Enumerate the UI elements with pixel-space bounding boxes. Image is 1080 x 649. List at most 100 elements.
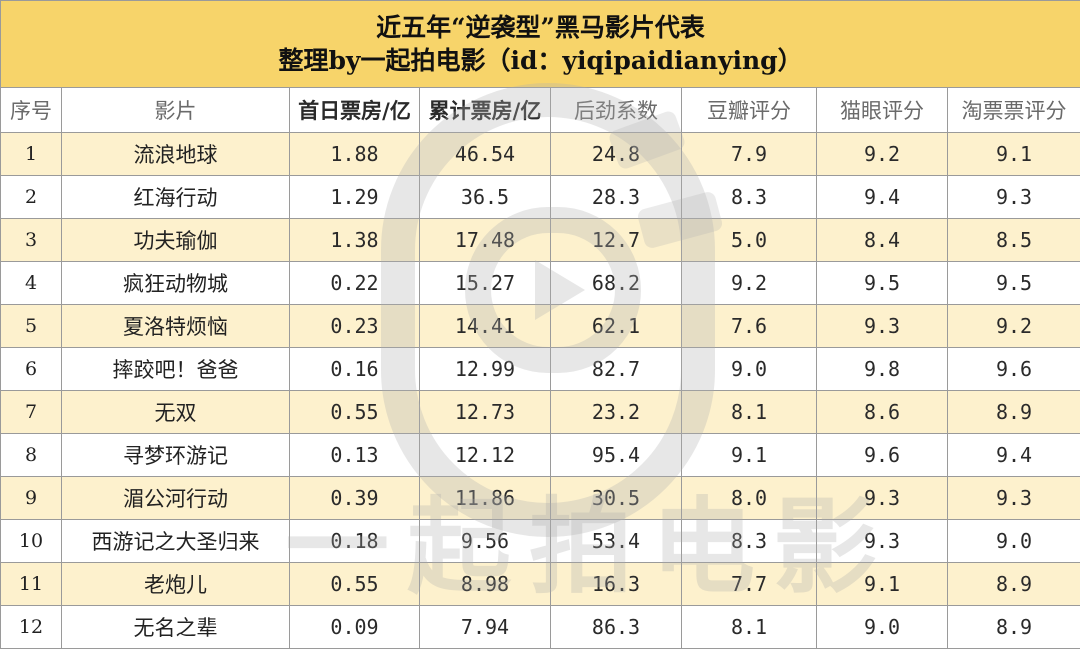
cell-douban: 8.3: [682, 176, 817, 219]
cell-index: 3: [1, 219, 62, 262]
cell-index: 2: [1, 176, 62, 219]
cell-first-day: 0.39: [290, 477, 420, 520]
cell-stamina: 28.3: [551, 176, 682, 219]
cell-total: 46.54: [420, 133, 551, 176]
cell-maoyan: 9.2: [817, 133, 948, 176]
header-douban-score: 豆瓣评分: [682, 88, 817, 133]
header-taopiaopiao-score: 淘票票评分: [948, 88, 1080, 133]
cell-douban: 8.3: [682, 520, 817, 563]
cell-total: 12.99: [420, 348, 551, 391]
cell-film: 功夫瑜伽: [62, 219, 290, 262]
cell-film: 无名之辈: [62, 606, 290, 649]
cell-film: 湄公河行动: [62, 477, 290, 520]
cell-index: 8: [1, 434, 62, 477]
cell-taopiaopiao: 9.6: [948, 348, 1080, 391]
cell-index: 7: [1, 391, 62, 434]
cell-douban: 9.1: [682, 434, 817, 477]
cell-first-day: 1.38: [290, 219, 420, 262]
cell-maoyan: 9.8: [817, 348, 948, 391]
cell-douban: 7.9: [682, 133, 817, 176]
cell-douban: 9.0: [682, 348, 817, 391]
header-stamina-ratio: 后劲系数: [551, 88, 682, 133]
cell-douban: 5.0: [682, 219, 817, 262]
cell-taopiaopiao: 9.1: [948, 133, 1080, 176]
cell-taopiaopiao: 9.3: [948, 176, 1080, 219]
cell-stamina: 30.5: [551, 477, 682, 520]
cell-first-day: 0.16: [290, 348, 420, 391]
cell-stamina: 16.3: [551, 563, 682, 606]
cell-stamina: 86.3: [551, 606, 682, 649]
cell-douban: 7.6: [682, 305, 817, 348]
cell-taopiaopiao: 9.4: [948, 434, 1080, 477]
cell-maoyan: 9.4: [817, 176, 948, 219]
cell-total: 9.56: [420, 520, 551, 563]
cell-total: 36.5: [420, 176, 551, 219]
cell-film: 老炮儿: [62, 563, 290, 606]
table-title: 近五年“逆袭型”黑马影片代表 整理by一起拍电影（id：yiqipaidiany…: [1, 1, 1080, 88]
cell-stamina: 82.7: [551, 348, 682, 391]
cell-stamina: 62.1: [551, 305, 682, 348]
cell-film: 无双: [62, 391, 290, 434]
cell-film: 寻梦环游记: [62, 434, 290, 477]
cell-maoyan: 9.6: [817, 434, 948, 477]
cell-index: 4: [1, 262, 62, 305]
cell-stamina: 24.8: [551, 133, 682, 176]
header-total-box-office: 累计票房/亿: [420, 88, 551, 133]
cell-first-day: 0.55: [290, 391, 420, 434]
cell-index: 12: [1, 606, 62, 649]
cell-maoyan: 9.5: [817, 262, 948, 305]
cell-film: 疯狂动物城: [62, 262, 290, 305]
cell-maoyan: 9.0: [817, 606, 948, 649]
cell-index: 5: [1, 305, 62, 348]
cell-maoyan: 9.3: [817, 520, 948, 563]
cell-maoyan: 8.6: [817, 391, 948, 434]
cell-taopiaopiao: 8.9: [948, 391, 1080, 434]
cell-maoyan: 9.3: [817, 477, 948, 520]
cell-film: 流浪地球: [62, 133, 290, 176]
cell-maoyan: 9.3: [817, 305, 948, 348]
cell-total: 15.27: [420, 262, 551, 305]
cell-first-day: 0.22: [290, 262, 420, 305]
cell-douban: 8.0: [682, 477, 817, 520]
cell-taopiaopiao: 9.0: [948, 520, 1080, 563]
cell-douban: 8.1: [682, 606, 817, 649]
header-maoyan-score: 猫眼评分: [817, 88, 948, 133]
title-line-1: 近五年“逆袭型”黑马影片代表: [1, 11, 1080, 44]
cell-first-day: 0.23: [290, 305, 420, 348]
cell-index: 10: [1, 520, 62, 563]
cell-index: 6: [1, 348, 62, 391]
cell-maoyan: 8.4: [817, 219, 948, 262]
cell-maoyan: 9.1: [817, 563, 948, 606]
cell-index: 9: [1, 477, 62, 520]
cell-taopiaopiao: 8.5: [948, 219, 1080, 262]
header-index: 序号: [1, 88, 62, 133]
cell-total: 7.94: [420, 606, 551, 649]
cell-total: 11.86: [420, 477, 551, 520]
cell-film: 红海行动: [62, 176, 290, 219]
cell-stamina: 68.2: [551, 262, 682, 305]
cell-first-day: 0.18: [290, 520, 420, 563]
cell-total: 12.73: [420, 391, 551, 434]
cell-total: 8.98: [420, 563, 551, 606]
title-line-2: 整理by一起拍电影（id：yiqipaidianying）: [1, 44, 1080, 77]
cell-first-day: 0.13: [290, 434, 420, 477]
header-row: 序号 影片 首日票房/亿 累计票房/亿 后劲系数 豆瓣评分 猫眼评分 淘票票评分: [1, 88, 1080, 133]
cell-stamina: 12.7: [551, 219, 682, 262]
title-row: 近五年“逆袭型”黑马影片代表 整理by一起拍电影（id：yiqipaidiany…: [1, 1, 1080, 88]
cell-film: 西游记之大圣归来: [62, 520, 290, 563]
cell-index: 11: [1, 563, 62, 606]
cell-total: 17.48: [420, 219, 551, 262]
header-first-day-box-office: 首日票房/亿: [290, 88, 420, 133]
cell-taopiaopiao: 8.9: [948, 606, 1080, 649]
cell-douban: 7.7: [682, 563, 817, 606]
header-film: 影片: [62, 88, 290, 133]
